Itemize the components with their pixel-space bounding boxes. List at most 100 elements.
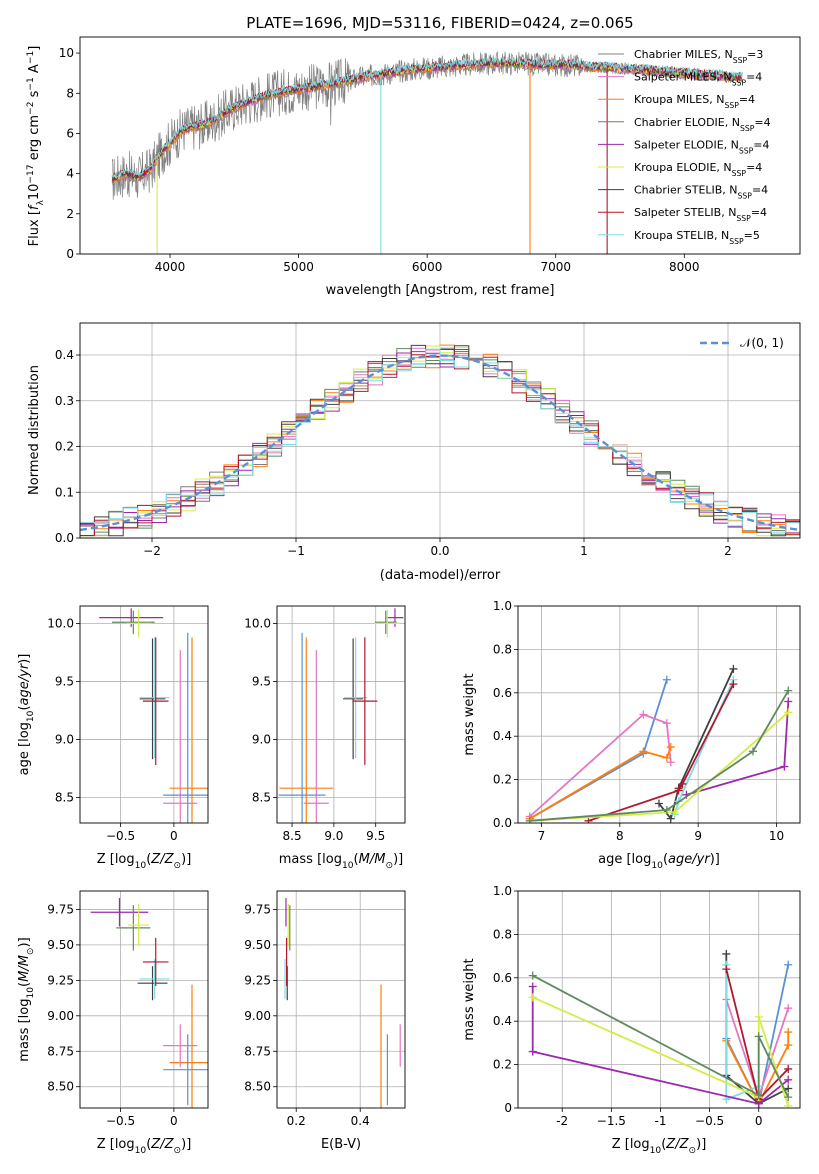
weight-marker bbox=[754, 1012, 763, 1021]
y-tick-label: 0.8 bbox=[493, 927, 512, 941]
y-axis-label: mass [log10(M/M⊙)] bbox=[17, 937, 36, 1061]
x-tick-label: 0 bbox=[170, 1114, 178, 1128]
x-axis-label: age [log10(age/yr)] bbox=[598, 852, 720, 871]
y-tick-label: 9.0 bbox=[252, 732, 271, 746]
y-tick-label: 0.2 bbox=[493, 1058, 512, 1072]
legend-label: Chabrier STELIB, NSSP=4 bbox=[634, 184, 768, 201]
legend-label: Chabrier ELODIE, NSSP=4 bbox=[634, 116, 771, 133]
x-tick-label: 2 bbox=[724, 544, 732, 558]
weight-vs-metallicity-panel: -2 −1.5 -1 −0.5 0 0 0.2 0.4 0.6 0.8 1.0 Z [log10(Z/… bbox=[462, 884, 801, 1156]
x-axis-label: (data-model)/error bbox=[380, 568, 501, 583]
weight-marker bbox=[666, 814, 675, 823]
y-tick-label: 9.5 bbox=[55, 674, 74, 688]
x-axis-label: Z [log10(Z/Z⊙)] bbox=[97, 1137, 192, 1156]
plot-area bbox=[525, 664, 793, 823]
x-tick-label: −1.5 bbox=[597, 1114, 626, 1128]
x-tick-label: 8.5 bbox=[283, 829, 302, 843]
x-tick-label: -1 bbox=[654, 1114, 666, 1128]
y-tick-label: 8.50 bbox=[47, 1080, 74, 1094]
weight-marker bbox=[528, 993, 537, 1002]
y-tick-label: 10.0 bbox=[244, 616, 271, 630]
weight-marker bbox=[674, 786, 683, 795]
y-tick-label: 0.1 bbox=[55, 485, 74, 499]
weight-line bbox=[529, 746, 672, 820]
plot-area bbox=[80, 344, 800, 537]
weight-marker bbox=[662, 675, 671, 684]
y-tick-label: 10 bbox=[59, 46, 74, 60]
y-axis-label: mass weight bbox=[462, 958, 477, 1040]
x-tick-label: −0.5 bbox=[106, 829, 135, 843]
y-tick-label: 4 bbox=[66, 167, 74, 181]
y-tick-label: 0 bbox=[504, 1101, 512, 1115]
plot-area bbox=[284, 898, 401, 1108]
y-tick-label: 10.0 bbox=[47, 616, 74, 630]
legend-label: Chabrier MILES, NSSP=3 bbox=[634, 48, 763, 65]
x-tick-label: −1 bbox=[287, 544, 305, 558]
y-tick-label: 8.5 bbox=[252, 790, 271, 804]
mass-vs-extinction-panel: 0.2 0.4 8.50 8.75 9.00 9.25 9.50 9.75 E(B-V) bbox=[244, 890, 406, 1152]
y-tick-label: 8.5 bbox=[55, 790, 74, 804]
weight-marker bbox=[525, 816, 534, 823]
weight-line bbox=[725, 1032, 790, 1106]
plot-area bbox=[90, 898, 208, 1108]
y-tick-label: 8.75 bbox=[47, 1044, 74, 1058]
weight-marker bbox=[666, 743, 675, 752]
weight-marker bbox=[528, 971, 537, 980]
y-tick-label: 0.0 bbox=[493, 816, 512, 830]
y-tick-label: 0.4 bbox=[55, 348, 74, 362]
x-tick-label: 0.4 bbox=[351, 1114, 370, 1128]
weight-marker bbox=[784, 686, 793, 695]
weight-marker bbox=[662, 753, 671, 762]
weight-line bbox=[531, 986, 789, 1105]
figure-title: PLATE=1696, MJD=53116, FIBERID=0424, z=0… bbox=[246, 14, 633, 32]
weight-marker bbox=[528, 982, 537, 991]
weight-marker bbox=[784, 1093, 793, 1102]
weight-marker bbox=[784, 708, 793, 717]
y-tick-label: 9.0 bbox=[55, 732, 74, 746]
weight-marker bbox=[780, 762, 789, 771]
y-tick-label: 0.6 bbox=[493, 686, 512, 700]
y-tick-label: 0.2 bbox=[493, 773, 512, 787]
y-tick-label: 9.75 bbox=[47, 902, 74, 916]
weight-marker bbox=[749, 747, 757, 756]
legend-label: Kroupa ELODIE, NSSP=4 bbox=[634, 161, 762, 178]
weight-marker bbox=[729, 680, 738, 689]
legend-label: Salpeter MILES, NSSP=4 bbox=[634, 71, 762, 88]
y-tick-label: 0.2 bbox=[55, 440, 74, 454]
x-tick-label: −0.5 bbox=[106, 1114, 135, 1128]
weight-marker bbox=[784, 1064, 793, 1073]
weight-marker bbox=[528, 1047, 537, 1056]
weight-line bbox=[529, 713, 672, 818]
y-tick-label: 2 bbox=[66, 207, 74, 221]
weight-line bbox=[529, 690, 790, 822]
y-axis-label: Normed distribution bbox=[27, 365, 42, 495]
x-tick-label: −2 bbox=[143, 544, 161, 558]
x-tick-label: 7000 bbox=[540, 260, 571, 274]
legend-label: 𝒩(0, 1) bbox=[740, 336, 784, 350]
x-tick-label: 7 bbox=[538, 829, 546, 843]
weight-marker bbox=[754, 1090, 763, 1099]
y-tick-label: 1.0 bbox=[493, 599, 512, 613]
axes-frame bbox=[517, 890, 801, 1109]
weight-marker bbox=[784, 1041, 793, 1050]
residuals-panel: −2 −1 0.0 1 2 0.0 0.1 0.2 0.3 0.4 𝒩(0, 1) (data-mod… bbox=[27, 322, 801, 583]
weight-marker bbox=[784, 1075, 793, 1084]
y-tick-label: 0 bbox=[66, 247, 74, 261]
legend-label: Kroupa MILES, NSSP=4 bbox=[634, 93, 755, 110]
x-tick-label: 8 bbox=[616, 829, 624, 843]
weight-marker bbox=[722, 965, 731, 974]
weight-marker bbox=[784, 697, 793, 706]
weight-marker bbox=[666, 758, 675, 767]
weight-marker bbox=[784, 960, 793, 969]
weight-marker bbox=[662, 805, 671, 814]
x-axis-label: mass [log10(M/M⊙)] bbox=[279, 852, 403, 871]
y-tick-label: 0.3 bbox=[55, 394, 74, 408]
weight-marker bbox=[678, 779, 687, 788]
weight-marker bbox=[722, 949, 731, 958]
y-tick-label: 6 bbox=[66, 126, 74, 140]
x-tick-label: 9.5 bbox=[366, 829, 385, 843]
x-axis-label: Z [log10(Z/Z⊙)] bbox=[97, 852, 192, 871]
x-axis-label: E(B-V) bbox=[321, 1137, 361, 1152]
weight-line bbox=[658, 668, 735, 821]
weight-marker bbox=[729, 664, 738, 673]
